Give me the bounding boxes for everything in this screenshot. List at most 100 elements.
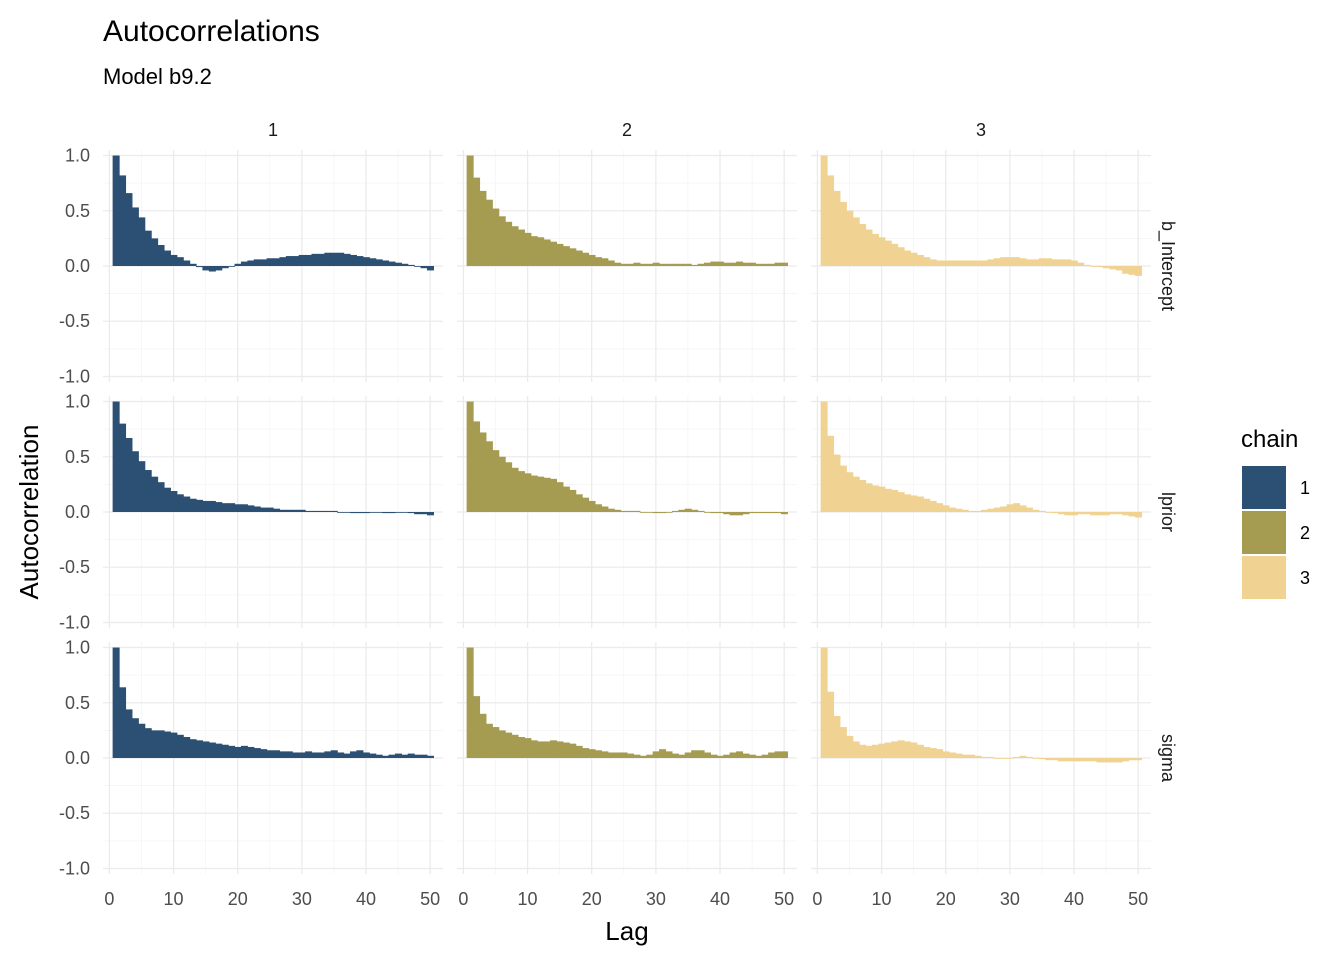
bar	[929, 500, 937, 512]
bar	[279, 509, 287, 512]
bar	[582, 252, 590, 266]
chart-subtitle: Model b9.2	[103, 64, 212, 89]
bar	[936, 749, 944, 758]
bar	[202, 266, 210, 271]
bar	[671, 510, 679, 512]
bar	[723, 512, 731, 515]
bar	[311, 510, 319, 512]
bar	[505, 732, 513, 758]
bar	[556, 741, 564, 758]
bar	[891, 243, 899, 266]
bar	[916, 744, 924, 758]
bar	[569, 743, 577, 758]
bar	[388, 754, 396, 758]
bar	[1013, 756, 1021, 758]
bar	[884, 488, 892, 512]
bar	[755, 755, 763, 758]
bar	[125, 437, 133, 512]
bar	[473, 696, 481, 758]
bar	[936, 503, 944, 512]
bar	[414, 754, 422, 758]
bar	[505, 221, 513, 266]
bar	[1019, 755, 1027, 758]
bar	[1019, 258, 1027, 266]
bar	[923, 498, 931, 512]
x-tick-label: 10	[518, 889, 538, 909]
bar	[697, 750, 705, 758]
bar	[1051, 512, 1059, 514]
y-tick-label: 0.0	[65, 748, 90, 768]
bar	[678, 509, 686, 512]
bar	[550, 478, 558, 512]
bar	[575, 494, 583, 512]
bar	[221, 744, 229, 758]
bar	[407, 264, 415, 266]
bar	[904, 741, 912, 758]
bar	[955, 260, 963, 266]
bar	[343, 512, 351, 513]
bar	[633, 510, 641, 512]
bar	[646, 754, 654, 758]
bar	[1090, 266, 1098, 267]
bar	[865, 745, 873, 758]
bar	[607, 508, 615, 512]
bar	[317, 510, 325, 512]
bar	[601, 258, 609, 266]
bar	[112, 155, 120, 266]
bar	[317, 752, 325, 758]
bar	[215, 266, 223, 271]
bar	[273, 258, 281, 266]
bar	[273, 750, 281, 758]
bar	[1102, 266, 1110, 269]
bar	[492, 208, 500, 266]
legend-title: chain	[1241, 426, 1298, 453]
y-tick-label: 1.0	[65, 146, 90, 166]
x-tick-label: 30	[646, 889, 666, 909]
bar	[517, 229, 525, 266]
bar	[1064, 758, 1072, 762]
panel-bars-b_Intercept-chain-2	[466, 155, 788, 266]
bar	[485, 199, 493, 266]
x-tick-label: 20	[582, 889, 602, 909]
x-tick-label: 10	[164, 889, 184, 909]
bar	[916, 254, 924, 266]
bar	[125, 709, 133, 758]
bar	[247, 260, 255, 266]
bar	[1109, 758, 1117, 763]
y-tick-label: -1.0	[59, 858, 90, 878]
bar	[691, 264, 699, 266]
bar	[871, 485, 879, 512]
panel-bars-lprior-chain-1	[112, 401, 434, 516]
bar	[138, 461, 146, 512]
bar	[575, 745, 583, 758]
bar	[955, 753, 963, 758]
bar	[144, 728, 152, 758]
bar	[1019, 505, 1027, 512]
bar	[846, 210, 854, 266]
bar	[910, 495, 918, 512]
bar	[305, 510, 313, 512]
bar	[151, 476, 159, 512]
bar	[279, 751, 287, 758]
bar	[703, 262, 711, 266]
panel-bars-sigma-chain-3	[820, 647, 1142, 763]
bar	[305, 254, 313, 266]
bar	[1038, 510, 1046, 512]
bar	[388, 512, 396, 514]
bar	[942, 751, 950, 758]
bar	[285, 509, 293, 512]
bar	[646, 263, 654, 266]
bar	[285, 256, 293, 266]
bar	[968, 510, 976, 512]
bar	[614, 509, 622, 512]
bar	[942, 260, 950, 266]
bar	[349, 512, 357, 514]
bar	[768, 512, 776, 514]
bar	[955, 508, 963, 512]
bar	[228, 266, 236, 267]
y-tick-label: 0.0	[65, 256, 90, 276]
y-tick-label: -1.0	[59, 366, 90, 386]
y-tick-label: 0.5	[65, 201, 90, 221]
bar	[537, 741, 545, 758]
bar	[974, 510, 982, 512]
